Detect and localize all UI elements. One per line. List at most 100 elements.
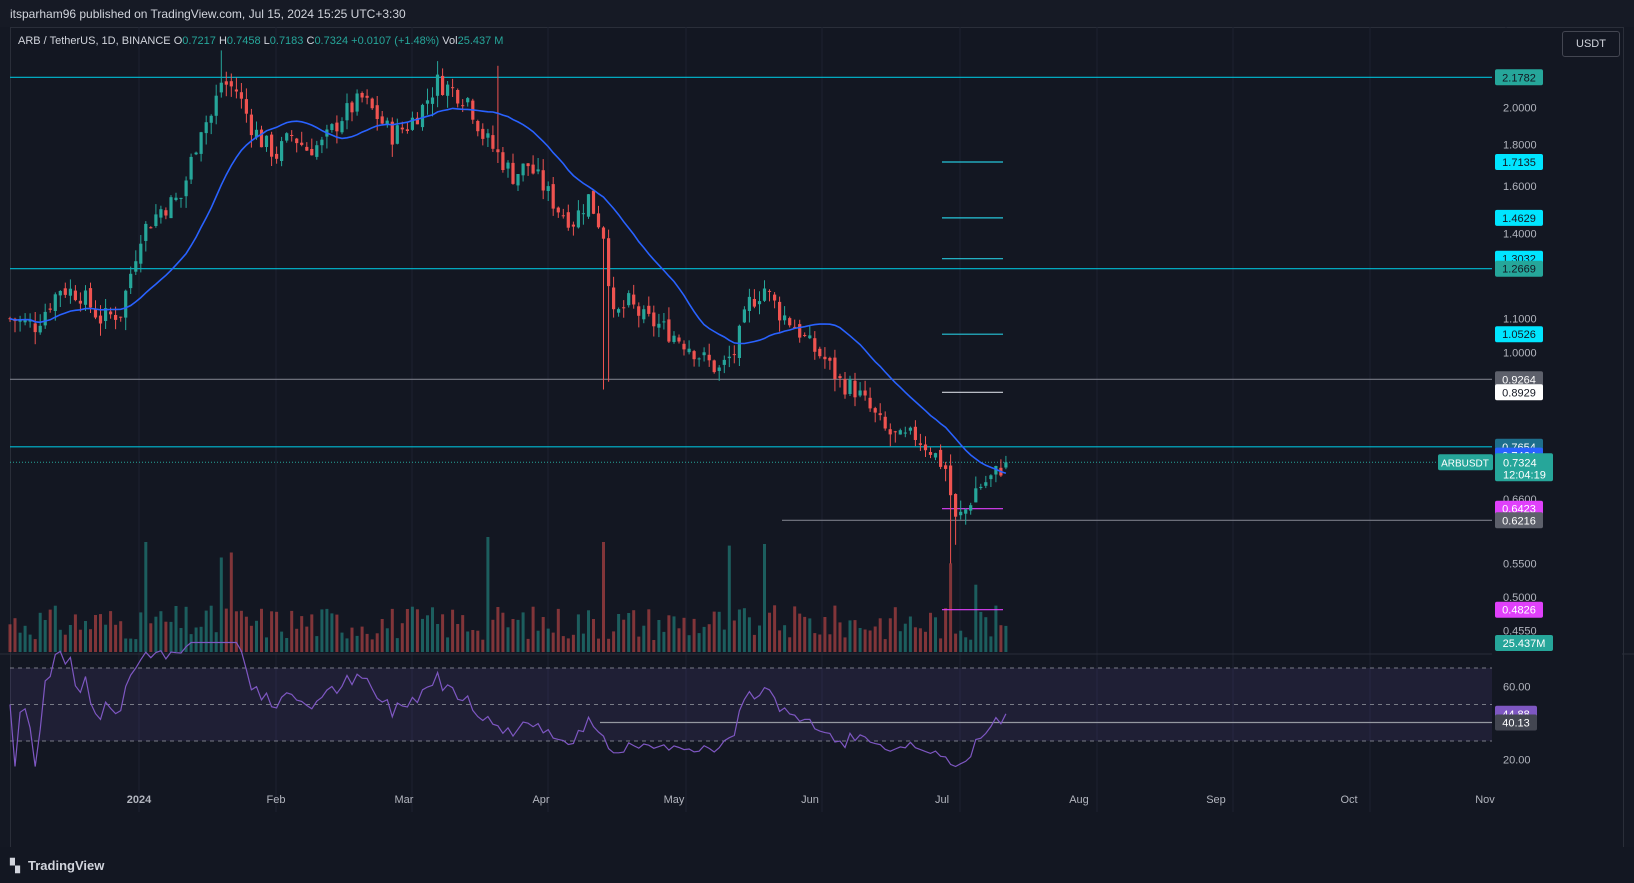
- time-tick-label: Jul: [935, 794, 949, 806]
- tradingview-logo[interactable]: ▚ TradingView: [10, 858, 104, 874]
- candle-body: [732, 354, 736, 356]
- candle: [244, 88, 248, 123]
- volume-bar: [783, 625, 787, 652]
- symbol-label[interactable]: ARB / TetherUS, 1D, BINANCE: [18, 35, 171, 47]
- price-tick-label: 2.0000: [1503, 102, 1537, 114]
- volume-bar: [752, 634, 756, 652]
- chart-canvas[interactable]: 2.00001.80001.60001.40001.10001.00000.66…: [0, 0, 1634, 847]
- candle-body: [883, 416, 887, 429]
- candle-body: [662, 321, 666, 323]
- volume-bar: [1004, 625, 1008, 652]
- candle-body: [244, 99, 248, 114]
- price-tick-label: 1.4000: [1503, 228, 1537, 240]
- candle: [637, 302, 641, 328]
- volume-bar: [788, 637, 792, 652]
- volume-bar: [576, 614, 580, 652]
- price-label-text: 0.8929: [1502, 387, 1536, 399]
- candle-body: [300, 142, 304, 145]
- volume-bar: [984, 617, 988, 652]
- time-tick-label: Nov: [1475, 794, 1495, 806]
- candle-body: [481, 128, 485, 139]
- candle: [843, 372, 847, 399]
- candle-body: [803, 335, 807, 336]
- brand-name: TradingView: [28, 858, 105, 873]
- candle: [737, 324, 741, 366]
- moving-average-line: [9, 107, 1007, 474]
- volume-bar: [878, 618, 882, 652]
- candle: [767, 289, 772, 302]
- candle: [762, 280, 767, 302]
- candle: [446, 81, 450, 108]
- volume-bar: [219, 557, 223, 652]
- candle: [305, 142, 309, 151]
- candle-body: [385, 120, 389, 125]
- candle: [355, 89, 359, 116]
- volume-bar: [511, 619, 515, 652]
- candle: [717, 365, 721, 381]
- candle-body: [863, 390, 867, 396]
- currency-button[interactable]: USDT: [1562, 31, 1620, 57]
- candle-body: [773, 294, 777, 301]
- volume-bar: [370, 639, 374, 652]
- volume-bar: [249, 625, 253, 652]
- candle: [179, 197, 183, 208]
- price-label-text: 2.1782: [1502, 72, 1536, 84]
- candle: [239, 83, 243, 109]
- volume-bar: [43, 620, 47, 652]
- price-label-text: 1.4629: [1502, 213, 1536, 225]
- candle: [954, 493, 958, 545]
- candle: [793, 319, 797, 328]
- volume-bar: [124, 638, 128, 652]
- candle-body: [199, 132, 203, 154]
- volume-bar: [335, 614, 339, 652]
- candle-body: [752, 299, 756, 307]
- candle-body: [355, 93, 359, 112]
- candle: [823, 347, 827, 369]
- price-label: 1.4629: [1495, 209, 1543, 226]
- candle: [566, 204, 570, 231]
- rsi-level-bg: [1495, 714, 1537, 731]
- price-label-box: [1495, 601, 1543, 618]
- volume-bar: [436, 624, 440, 652]
- volume-bar: [415, 609, 419, 652]
- candle-body: [320, 139, 324, 146]
- candle: [441, 68, 445, 96]
- candle-body: [33, 323, 37, 333]
- candle: [375, 96, 379, 131]
- candle-body: [63, 288, 67, 295]
- volume-bar: [295, 628, 299, 652]
- volume-bar: [999, 625, 1003, 652]
- price-label-text: 1.0526: [1502, 329, 1536, 341]
- candle-body: [727, 356, 731, 359]
- volume-bar: [526, 638, 530, 652]
- candle-body: [843, 379, 847, 395]
- candle: [531, 155, 535, 175]
- candle: [219, 50, 223, 98]
- candle: [134, 250, 138, 275]
- candle-body: [1004, 462, 1008, 468]
- candle-body: [23, 319, 27, 323]
- candle-body: [219, 82, 223, 93]
- volume-bar: [823, 617, 827, 652]
- chart-frame[interactable]: [10, 27, 1624, 849]
- volume-bar: [612, 631, 616, 652]
- candle-body: [506, 162, 510, 169]
- volume-value: 25.437 M: [457, 35, 504, 47]
- volume-bar: [63, 634, 67, 652]
- candle: [752, 289, 756, 309]
- candle: [813, 331, 817, 360]
- symbol-tag: ARBUSDT: [1438, 454, 1493, 471]
- candle: [662, 313, 666, 330]
- volume-bar: [270, 611, 274, 652]
- candle-body: [566, 212, 570, 228]
- volume-bar: [813, 633, 817, 652]
- volume-bar: [702, 626, 706, 652]
- volume-bar: [516, 619, 520, 652]
- volume-bar: [159, 611, 163, 652]
- candle-body: [53, 294, 57, 311]
- candle-body: [672, 335, 676, 342]
- candle: [848, 375, 852, 396]
- candle-body: [939, 449, 943, 467]
- candle: [667, 307, 671, 343]
- candle-body: [637, 306, 641, 316]
